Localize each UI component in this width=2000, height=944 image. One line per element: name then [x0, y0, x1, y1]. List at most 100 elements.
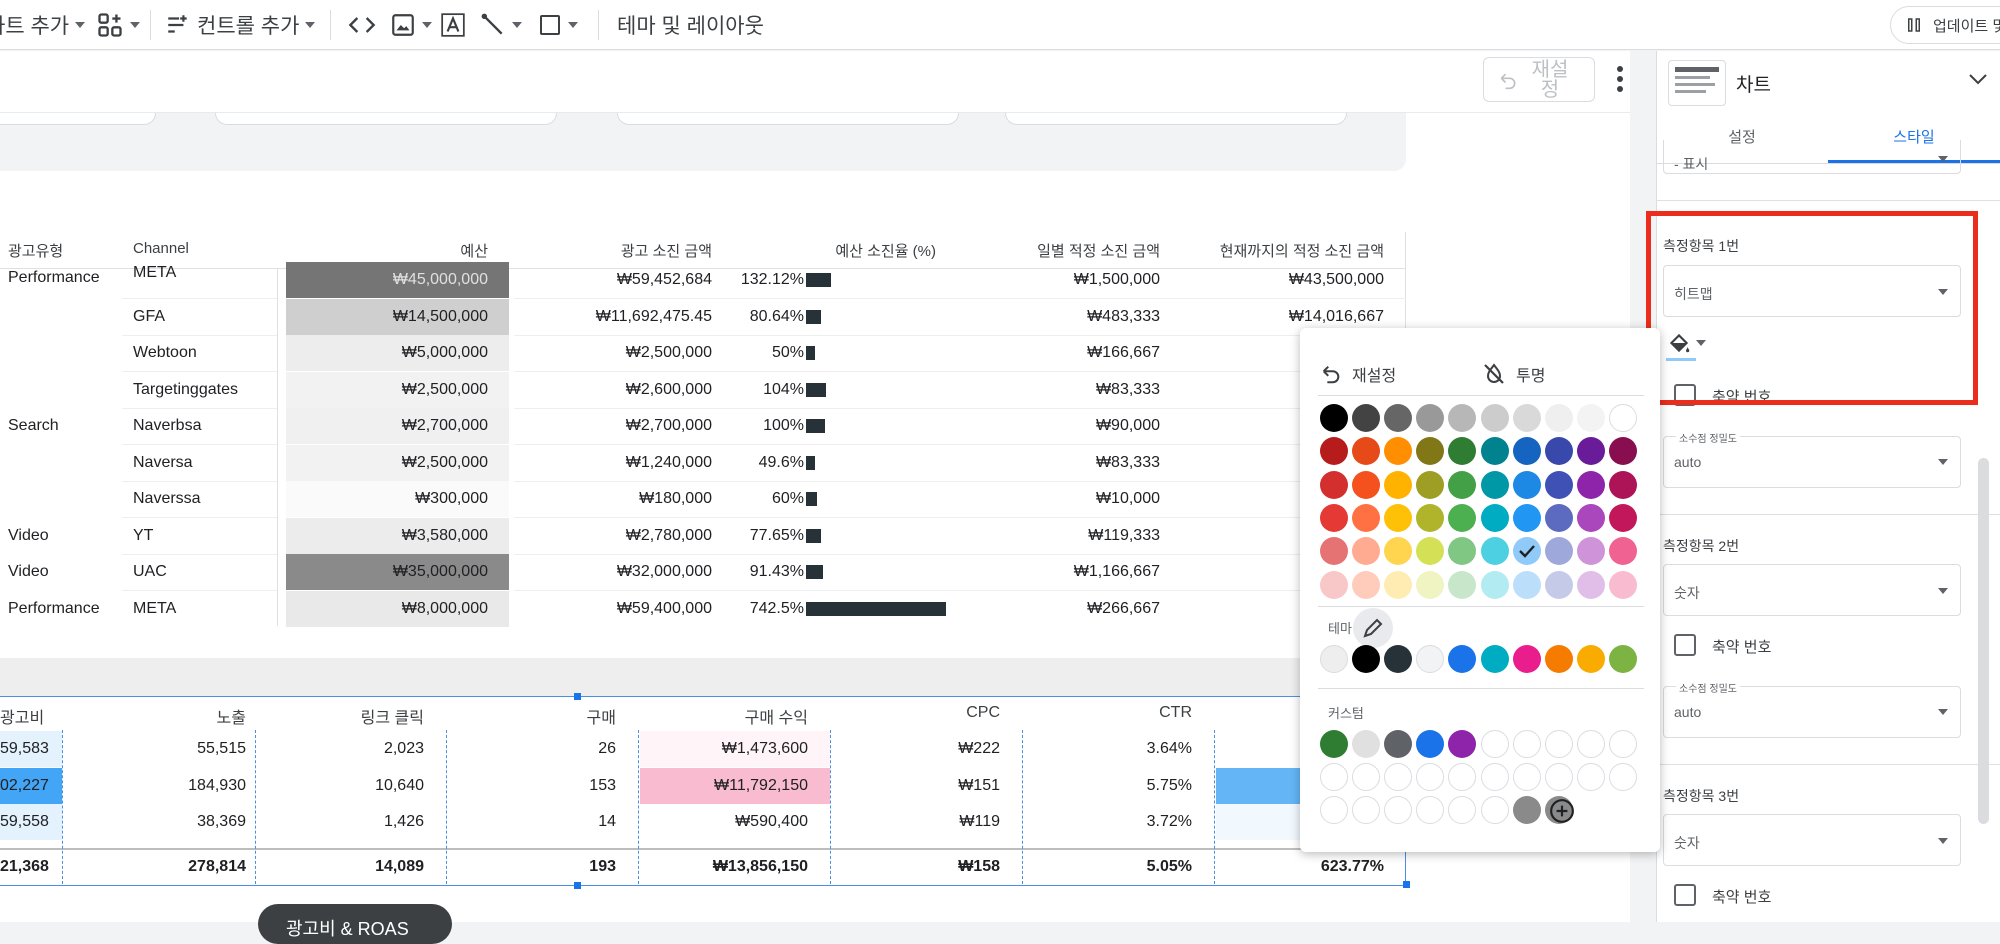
theme-color-swatch[interactable] [1352, 645, 1381, 673]
empty-custom-slot[interactable] [1480, 796, 1509, 824]
panel-scrollbar[interactable] [1978, 458, 1989, 824]
palette-color-swatch[interactable] [1384, 503, 1413, 532]
palette-color-swatch[interactable] [1384, 470, 1413, 499]
empty-custom-slot[interactable] [1384, 796, 1413, 824]
col-header-spend-to-date[interactable]: 현재까지의 적정 소진 금액 [1219, 243, 1384, 260]
palette-color-swatch[interactable] [1512, 470, 1541, 499]
scorecard[interactable] [1005, 113, 1347, 125]
metric1-type-select[interactable]: 히트맵 [1663, 265, 1961, 317]
palette-color-swatch[interactable] [1416, 570, 1445, 599]
col-header-purchases[interactable]: 구매 [586, 710, 616, 727]
palette-color-swatch[interactable] [1320, 404, 1348, 432]
theme-color-swatch[interactable] [1544, 645, 1573, 673]
palette-color-swatch[interactable] [1576, 503, 1605, 532]
palette-color-swatch[interactable] [1448, 470, 1477, 499]
palette-color-swatch[interactable] [1480, 537, 1509, 566]
col-header-daily-spend[interactable]: 일별 적정 소진 금액 [1037, 243, 1160, 260]
palette-color-swatch[interactable] [1352, 503, 1381, 532]
add-chart-menu[interactable]: 차트 추가 [0, 0, 86, 50]
palette-color-swatch[interactable] [1320, 437, 1348, 466]
decimal-precision-select[interactable]: 소수점 정밀도 auto [1663, 430, 1961, 488]
palette-color-swatch[interactable] [1352, 537, 1381, 566]
palette-color-swatch[interactable] [1448, 570, 1477, 599]
add-component-menu[interactable] [96, 0, 140, 50]
custom-color-swatch[interactable] [1320, 730, 1348, 758]
palette-color-swatch[interactable] [1544, 503, 1573, 532]
theme-color-swatch[interactable] [1512, 645, 1541, 673]
palette-color-swatch[interactable] [1576, 470, 1605, 499]
empty-custom-slot[interactable] [1416, 763, 1445, 791]
palette-color-swatch[interactable] [1352, 570, 1381, 599]
palette-color-swatch[interactable] [1608, 404, 1637, 432]
empty-custom-slot[interactable] [1448, 796, 1477, 824]
resize-handle[interactable] [574, 693, 581, 700]
col-header-cost[interactable]: 광고비 [0, 710, 45, 727]
scorecard[interactable] [215, 113, 557, 125]
palette-color-swatch[interactable] [1576, 437, 1605, 466]
color-reset-button[interactable]: 재설정 [1320, 362, 1396, 386]
palette-color-swatch[interactable] [1384, 537, 1413, 566]
palette-color-swatch[interactable] [1608, 570, 1637, 599]
palette-color-swatch[interactable] [1512, 503, 1541, 532]
palette-color-swatch[interactable] [1416, 537, 1445, 566]
palette-color-swatch[interactable] [1544, 570, 1573, 599]
empty-custom-slot[interactable] [1576, 730, 1605, 758]
empty-custom-slot[interactable] [1544, 730, 1573, 758]
image-menu[interactable] [390, 0, 432, 50]
palette-color-swatch[interactable] [1512, 404, 1541, 432]
palette-color-swatch[interactable] [1448, 503, 1477, 532]
empty-custom-slot[interactable] [1352, 763, 1381, 791]
palette-color-swatch[interactable] [1416, 404, 1445, 432]
empty-custom-slot[interactable] [1512, 763, 1541, 791]
theme-color-swatch[interactable] [1384, 645, 1413, 673]
palette-color-swatch[interactable] [1544, 437, 1573, 466]
palette-color-swatch[interactable] [1384, 570, 1413, 599]
add-control-menu[interactable]: 컨트롤 추가 [165, 0, 316, 50]
theme-color-swatch[interactable] [1320, 645, 1348, 673]
col-header-impressions[interactable]: 노출 [216, 710, 246, 727]
empty-custom-slot[interactable] [1576, 763, 1605, 791]
page-tab-cost-roas[interactable]: 광고비 & ROAS [258, 904, 452, 944]
empty-custom-slot[interactable] [1320, 763, 1348, 791]
theme-color-swatch[interactable] [1416, 645, 1445, 673]
palette-color-swatch[interactable] [1320, 470, 1348, 499]
palette-color-swatch[interactable] [1352, 437, 1381, 466]
compact-numbers-checkbox[interactable] [1674, 884, 1696, 906]
col-header-purchase-revenue[interactable]: 구매 수익 [744, 710, 808, 727]
palette-color-swatch[interactable] [1480, 503, 1509, 532]
theme-color-swatch[interactable] [1608, 645, 1637, 673]
custom-color-swatch[interactable] [1448, 730, 1477, 758]
theme-color-swatch[interactable] [1448, 645, 1477, 673]
custom-color-swatch[interactable] [1512, 796, 1541, 824]
scorecard[interactable] [617, 113, 959, 125]
compact-numbers-checkbox[interactable] [1674, 384, 1696, 406]
empty-custom-slot[interactable] [1608, 730, 1637, 758]
palette-color-swatch[interactable] [1512, 570, 1541, 599]
col-header-spend[interactable]: 광고 소진 금액 [620, 243, 712, 260]
palette-color-swatch[interactable] [1512, 437, 1541, 466]
empty-custom-slot[interactable] [1352, 796, 1381, 824]
col-header-ctr[interactable]: CTR [1159, 704, 1192, 721]
update-button[interactable]: 업데이트 및 [1890, 6, 2000, 44]
resize-handle[interactable] [1403, 881, 1410, 888]
palette-color-swatch[interactable] [1384, 404, 1413, 432]
col-header-channel[interactable]: Channel [133, 240, 189, 257]
palette-color-swatch[interactable] [1544, 537, 1573, 566]
tab-setup[interactable]: 설정 [1728, 129, 1756, 146]
palette-color-swatch[interactable] [1608, 537, 1637, 566]
palette-color-swatch[interactable] [1608, 437, 1637, 466]
resize-handle[interactable] [574, 882, 581, 889]
more-vert-icon[interactable] [1617, 66, 1625, 92]
palette-color-swatch[interactable] [1480, 570, 1509, 599]
palette-color-swatch[interactable] [1544, 404, 1573, 432]
shape-menu[interactable] [538, 0, 578, 50]
decimal-precision-select[interactable]: 소수점 정밀도 auto [1663, 680, 1961, 738]
palette-color-swatch[interactable] [1576, 570, 1605, 599]
theme-layout-button[interactable]: 테마 및 레이아웃 [617, 0, 764, 50]
palette-color-swatch[interactable] [1416, 437, 1445, 466]
palette-color-swatch[interactable] [1416, 503, 1445, 532]
col-header-burn-rate[interactable]: 예산 소진율 (%) [835, 243, 936, 260]
empty-custom-slot[interactable] [1608, 763, 1637, 791]
theme-color-swatch[interactable] [1576, 645, 1605, 673]
fill-color-button[interactable] [1666, 330, 1706, 356]
